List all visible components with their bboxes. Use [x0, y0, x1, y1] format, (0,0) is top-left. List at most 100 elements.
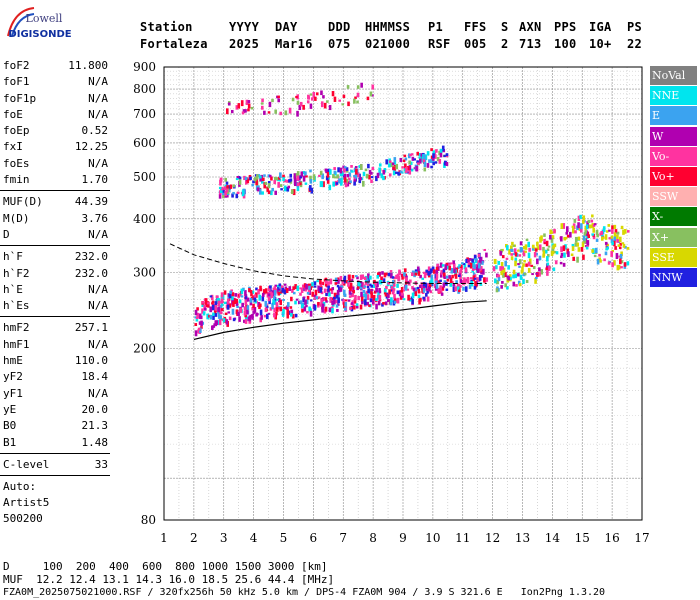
trace-point — [204, 302, 208, 307]
trace-point — [267, 312, 271, 315]
trace-point — [320, 90, 323, 96]
trace-point — [270, 176, 273, 181]
trace-point — [346, 181, 350, 187]
trace-point — [326, 100, 329, 103]
trace-point — [401, 166, 404, 169]
trace-point — [619, 242, 622, 246]
trace-point — [268, 101, 272, 108]
trace-point — [224, 190, 227, 197]
trace-point — [509, 276, 512, 281]
trace-point — [334, 277, 338, 282]
trace-point — [369, 91, 373, 97]
trace-point — [280, 285, 284, 289]
trace-point — [333, 167, 336, 171]
trace-point — [393, 293, 396, 299]
header-values-9: 100 — [554, 37, 577, 51]
trace-point — [341, 281, 345, 285]
trace-point — [244, 314, 247, 318]
trace-point — [553, 228, 556, 234]
trace-point — [467, 264, 471, 268]
trace-point — [607, 224, 611, 227]
trace-point — [439, 279, 442, 282]
legend: NoVal NNE E W Vo- Vo+ SSW X- X+ SSE NNW — [650, 66, 697, 288]
trace-point — [553, 243, 557, 248]
trace-point — [622, 229, 625, 235]
trace-point — [300, 171, 304, 177]
trace-point — [319, 287, 323, 293]
trace-point — [260, 315, 263, 320]
trace-point — [229, 290, 232, 295]
trace-point — [453, 268, 456, 273]
trace-point — [352, 289, 355, 294]
trace-point — [396, 297, 400, 304]
trace-point — [313, 304, 317, 311]
trace-point — [244, 296, 248, 302]
trace-point — [495, 265, 498, 270]
trace-point — [404, 284, 408, 291]
trace-point — [263, 182, 267, 189]
trace-point — [604, 234, 608, 240]
logo-line2: DIGISONDE — [8, 29, 71, 40]
trace-point — [500, 249, 503, 253]
trace-point — [439, 290, 443, 294]
trace-point — [371, 84, 375, 90]
trace-point — [224, 312, 228, 316]
trace-point — [426, 290, 429, 294]
trace-point — [626, 261, 630, 266]
trace-point — [324, 306, 328, 312]
trace-point — [500, 285, 503, 289]
trace-point — [273, 313, 276, 318]
trace-point — [316, 280, 319, 283]
trace-point — [563, 252, 566, 258]
trace-point — [293, 173, 297, 180]
trace-point — [313, 285, 317, 288]
trace-point — [429, 290, 433, 294]
trace-point — [237, 311, 240, 317]
trace-point — [299, 287, 302, 290]
trace-point — [378, 163, 382, 167]
trace-point — [275, 307, 279, 312]
header-values-1: 2025 — [229, 37, 260, 51]
header-values-7: 2 — [501, 37, 509, 51]
trace-point — [507, 265, 510, 270]
param-label: hmF1 — [3, 337, 30, 351]
trace-point — [265, 313, 269, 320]
trace-point — [399, 290, 402, 297]
trace-point — [311, 282, 314, 287]
trace-point — [501, 280, 504, 284]
trace-point — [448, 265, 452, 271]
trace-point — [302, 297, 305, 303]
trace-point — [461, 279, 465, 286]
trace-point — [620, 266, 623, 269]
trace-point — [240, 288, 244, 295]
trace-point — [435, 149, 438, 153]
trace-point — [392, 170, 396, 176]
trace-point — [296, 175, 300, 181]
trace-point — [514, 252, 518, 257]
trace-point — [518, 282, 522, 287]
trace-point — [567, 251, 570, 257]
trace-point — [407, 280, 411, 284]
trace-point — [255, 292, 258, 298]
trace-point — [329, 169, 332, 175]
chart-curves — [169, 243, 487, 340]
trace-point — [543, 238, 546, 244]
param-value: 1.48 — [81, 435, 109, 449]
trace-point — [595, 229, 599, 235]
trace-point — [358, 173, 361, 178]
trace-point — [297, 300, 301, 305]
trace-point — [437, 287, 440, 293]
trace-point — [353, 98, 356, 104]
trace-point — [506, 245, 509, 251]
trace-point — [623, 262, 627, 267]
trace-point — [305, 299, 309, 305]
trace-point — [399, 157, 403, 163]
legend-item-x: X- — [650, 207, 697, 227]
trace-point — [311, 291, 314, 297]
trace-point — [286, 312, 290, 319]
logo-mark — [7, 7, 35, 37]
trace-point — [325, 292, 328, 297]
trace-point — [229, 184, 233, 189]
trace-point — [194, 330, 198, 337]
trace-point — [326, 171, 330, 178]
